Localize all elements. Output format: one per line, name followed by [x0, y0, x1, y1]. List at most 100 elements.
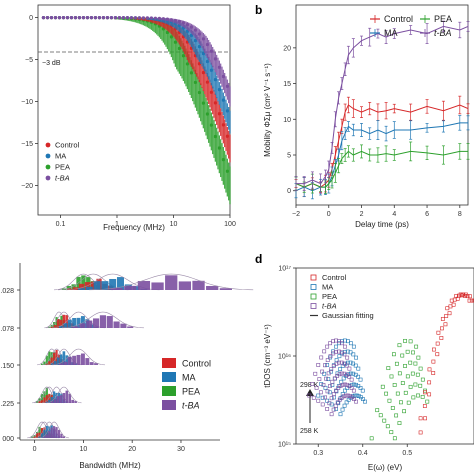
panel-a-t-ba-point	[149, 16, 153, 20]
panel-d-ma-point	[319, 382, 324, 386]
panel-d-ma-point	[322, 371, 327, 376]
panel-d-control-point	[468, 294, 472, 299]
panel-a-t-ba-point	[89, 16, 94, 20]
panel-c-bar-ma	[55, 392, 58, 403]
panel-a-frame	[37, 4, 231, 216]
panel-d-ma-point	[348, 341, 353, 346]
panel-a-pea-point	[201, 101, 205, 105]
panel-b-xtick-label: 2	[360, 211, 364, 218]
panel-d-xlabel: E(ω) (eV)	[368, 463, 403, 472]
panel-a-pea-point	[177, 46, 181, 51]
panel-c-bar-ma	[45, 401, 48, 403]
panel-a-xtick-label: 10	[170, 221, 178, 228]
panel-a-t-ba-point	[161, 17, 165, 21]
panel-d-ma-point	[350, 394, 355, 399]
panel-d-control-point	[451, 302, 456, 307]
panel-d-ma-point	[356, 384, 361, 388]
panel-a-xtick-label: 1	[115, 221, 119, 228]
panel-d-t-ba-point	[344, 363, 349, 368]
panel-d-ma-point	[340, 407, 345, 412]
legend-a-marker-t-ba	[45, 175, 51, 181]
panel-a-t-ba-point	[109, 16, 114, 20]
panel-c-bandwidth-histogram: Bandwidth (MHz) 0 10 20 30 .028 .078 .150 .225 0…	[0, 263, 254, 470]
panel-d-t-ba-point	[336, 349, 341, 354]
panel-c-bar-t-ba	[219, 288, 232, 290]
panel-d-pea-point	[415, 372, 420, 377]
panel-d-control-point	[423, 390, 427, 395]
panel-c-bar-t-ba	[79, 323, 86, 328]
panel-d-t-ba-point	[334, 388, 338, 393]
panel-a-control-point	[213, 101, 217, 105]
panel-b-xtick-label: −2	[292, 211, 300, 218]
panel-c-bar-t-ba	[165, 275, 178, 290]
panel-c-bar-t-ba	[56, 396, 60, 403]
panel-d-ma-point	[347, 384, 352, 388]
panel-c-bar-t-ba	[93, 318, 100, 328]
panel-c-bar-control	[38, 401, 41, 403]
panel-d-control-point	[439, 336, 444, 340]
panel-c-fit-t-ba	[39, 421, 69, 439]
panel-d-pea-point	[400, 353, 405, 358]
panel-d-ma-point	[332, 395, 336, 400]
panel-d-ma-point	[316, 393, 321, 398]
panel-d-pea-point	[416, 393, 420, 398]
panel-c-bar-control	[33, 436, 36, 438]
panel-a-t-ba-point	[125, 16, 130, 20]
panel-c-bar-t-ba	[137, 280, 151, 290]
panel-d-ma-point	[346, 397, 351, 402]
panel-a-pea-point	[173, 40, 177, 44]
panel-d-t-ba-point	[329, 367, 334, 372]
panel-d-tdos: E(ω) (eV) tDOS (cm⁻³ eV⁻¹) 298 K 258 K 0…	[263, 266, 474, 472]
panel-d-control-point	[435, 341, 440, 346]
panel-d-t-ba-point	[339, 360, 344, 365]
panel-c-bar-ma	[101, 281, 109, 290]
panel-d-ma-point	[325, 363, 330, 367]
panel-d-pea-point	[389, 374, 394, 379]
panel-a-t-ba-point	[117, 16, 122, 20]
panel-d-ma-point	[358, 386, 363, 390]
panel-a-control-point	[221, 123, 225, 127]
legend-a-label-ma: MA	[55, 152, 66, 161]
panel-a-control-point	[209, 90, 213, 94]
panel-b-xtick-label: 4	[392, 211, 396, 218]
panel-c-bar-control	[48, 393, 51, 403]
panel-c-row-label: .225	[0, 401, 14, 408]
panel-a-t-ba-point	[49, 16, 54, 20]
panel-a-t-ba-point	[181, 21, 185, 25]
panel-c-bar-pea	[76, 276, 81, 290]
panel-d-ma-point	[325, 398, 330, 403]
panel-c-bar-control	[43, 397, 46, 403]
panel-c-bar-t-ba	[192, 280, 205, 290]
panel-c-bar-pea	[48, 351, 51, 365]
panel-a-pea-point	[193, 80, 197, 85]
panel-d-ma-point	[345, 349, 350, 354]
panel-d-ma-point	[348, 350, 353, 355]
panel-a-ma-point	[197, 45, 201, 49]
panel-c-bar-pea	[53, 322, 56, 328]
panel-c-bar-t-ba	[94, 363, 99, 365]
panel-d-ma-point	[351, 344, 356, 349]
panel-d-t-ba-point	[349, 377, 354, 382]
panel-a-t-ba-point	[105, 16, 110, 20]
panel-a-pea-point	[169, 35, 173, 39]
panel-d-t-ba-point	[343, 393, 348, 398]
panel-d-control-point	[469, 298, 474, 303]
panel-d-pea-point	[394, 413, 399, 418]
panel-d-xtick-label: 0.5	[402, 450, 412, 457]
panel-d-control-point	[467, 298, 472, 303]
panel-a-control-point	[225, 134, 229, 138]
panel-a-t-ba-point	[221, 74, 225, 79]
panel-c-bar-ma	[59, 325, 63, 328]
panel-a-pea-point	[225, 169, 229, 173]
panel-a-t-ba-point	[113, 16, 118, 20]
panel-d-t-ba-point	[307, 393, 312, 398]
panel-d-pea-point	[380, 384, 385, 389]
panel-d-control-point	[427, 367, 432, 372]
panel-c-bar-control	[53, 325, 57, 328]
panel-c-bar-control	[53, 352, 56, 365]
panel-d-ma-point	[360, 388, 365, 393]
panel-c-row-label: .150	[0, 363, 14, 370]
panel-d-t-ba-point	[352, 397, 356, 402]
panel-d-t-ba-point	[331, 392, 336, 396]
panel-d-pea-point	[389, 430, 394, 435]
